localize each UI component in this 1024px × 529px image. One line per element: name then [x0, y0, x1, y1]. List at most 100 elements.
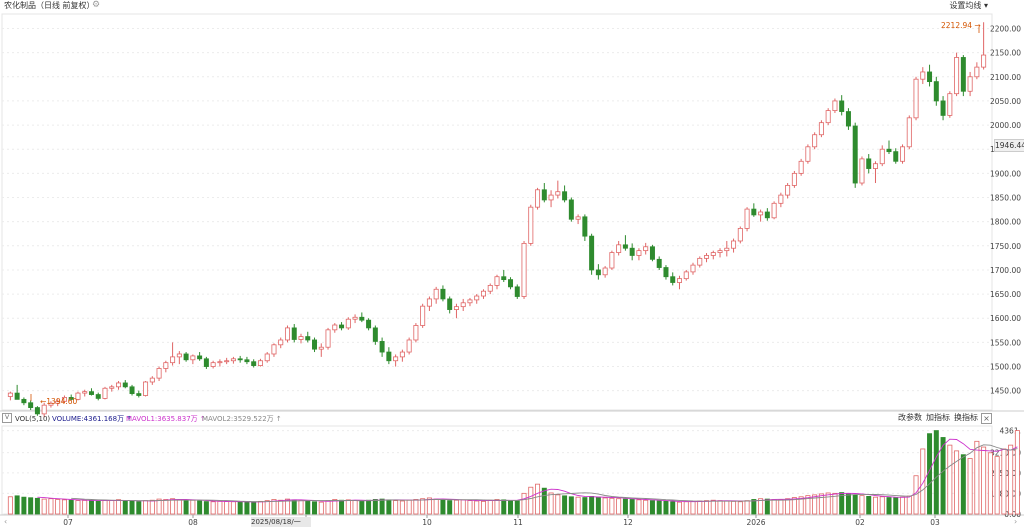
volume-bar: [116, 499, 122, 515]
candle-body: [129, 386, 135, 394]
x-tick-label: 12: [623, 518, 633, 527]
candle-body: [109, 386, 115, 389]
mavol2-line: [71, 444, 1018, 503]
volume-bar: [629, 499, 635, 515]
price-tick-label: 2200.00: [990, 24, 1021, 33]
volume-bar: [872, 496, 878, 515]
scroll-right-icon[interactable]: ›: [1014, 517, 1018, 526]
scroll-left-icon[interactable]: ‹: [4, 517, 8, 526]
volume-bar: [163, 499, 169, 515]
volume-bar: [717, 500, 723, 515]
volume-bar: [318, 501, 324, 515]
candle-body: [366, 319, 372, 329]
candle-body: [406, 339, 412, 353]
candle-body: [906, 117, 912, 148]
candle-body: [690, 264, 696, 273]
volume-bar: [14, 495, 20, 515]
volume-bar: [372, 499, 378, 515]
volume-bar: [467, 500, 473, 515]
candle-body: [278, 339, 284, 346]
switch-indicator-button[interactable]: 换指标: [954, 413, 978, 422]
close-icon[interactable]: ×: [981, 413, 992, 424]
volume-bar: [764, 498, 770, 515]
price-tick-label: 1650.00: [990, 290, 1021, 299]
volume-bar: [426, 497, 432, 515]
candle-body: [508, 279, 514, 288]
volume-bar: [271, 499, 277, 515]
price-tick-label: 2150.00: [990, 49, 1021, 58]
add-indicator-button[interactable]: 加指标: [926, 413, 950, 422]
volume-bar: [697, 500, 703, 515]
candle-body: [704, 255, 710, 259]
volume-bar: [731, 500, 737, 515]
candle-body: [974, 66, 980, 78]
volume-value-label: VOLUME:4361.168万 ↑: [52, 415, 133, 423]
volume-bar: [143, 500, 149, 515]
volume-bar: [325, 500, 331, 515]
volume-bar: [210, 501, 216, 515]
volume-bar: [176, 499, 182, 515]
volume-toggle-icon[interactable]: V: [2, 413, 12, 423]
ma-settings-dropdown[interactable]: 设置均线 ▾: [949, 1, 988, 10]
candle-body: [528, 206, 534, 244]
candle-body: [176, 353, 182, 358]
candle-body: [21, 398, 27, 404]
candle-body: [61, 397, 67, 402]
volume-bar: [298, 500, 304, 515]
candle-body: [602, 267, 608, 276]
volume-bar: [839, 492, 845, 515]
candle-body: [825, 110, 831, 124]
volume-bar: [778, 499, 784, 515]
price-tick-label: 2000.00: [990, 121, 1021, 130]
price-tick-label: 1850.00: [990, 194, 1021, 203]
volume-bar: [501, 499, 507, 515]
volume-bar: [190, 499, 196, 515]
candle-body: [609, 252, 615, 269]
gear-icon[interactable]: ⚙: [92, 0, 101, 10]
candle-body: [372, 327, 378, 342]
candle-body: [325, 329, 331, 348]
candle-body: [737, 228, 743, 242]
volume-bar: [420, 498, 426, 515]
x-tick-label: 03: [930, 518, 940, 527]
candle-body: [920, 71, 926, 80]
candle-body: [778, 194, 784, 204]
candle-body: [312, 339, 318, 350]
candle-body: [656, 258, 662, 268]
volume-bar: [845, 493, 851, 515]
volume-bar: [28, 497, 34, 515]
volume-bar: [785, 498, 791, 515]
candle-body: [440, 288, 446, 300]
volume-bar: [744, 500, 750, 515]
candle-body: [264, 353, 270, 362]
volume-bar: [68, 499, 74, 515]
change-params-button[interactable]: 改参数: [898, 413, 922, 422]
candle-body: [237, 358, 243, 361]
volume-bar: [535, 483, 541, 515]
candle-body: [744, 208, 750, 229]
candle-body: [399, 351, 405, 358]
candle-body: [845, 111, 851, 127]
volume-bar: [217, 500, 223, 515]
volume-bar: [366, 499, 372, 515]
candle-body: [28, 402, 34, 408]
candle-body: [562, 191, 568, 201]
candle-body: [940, 100, 946, 116]
candle-body: [622, 244, 628, 249]
candle-body: [731, 240, 737, 249]
mavol1-label: MAVOL1:3635.837万 ↑: [126, 415, 206, 423]
volume-bar: [48, 498, 54, 515]
candle-body: [453, 306, 459, 310]
candle-body: [568, 199, 574, 220]
volume-bar: [812, 494, 818, 515]
volume-bar: [230, 501, 236, 515]
volume-bar: [616, 498, 622, 515]
candle-body: [548, 194, 554, 201]
volume-bar: [663, 500, 669, 515]
candle-body: [284, 327, 290, 341]
candle-body: [75, 392, 81, 400]
volume-bar: [656, 500, 662, 515]
candle-body: [55, 400, 61, 404]
volume-bar: [636, 499, 642, 515]
